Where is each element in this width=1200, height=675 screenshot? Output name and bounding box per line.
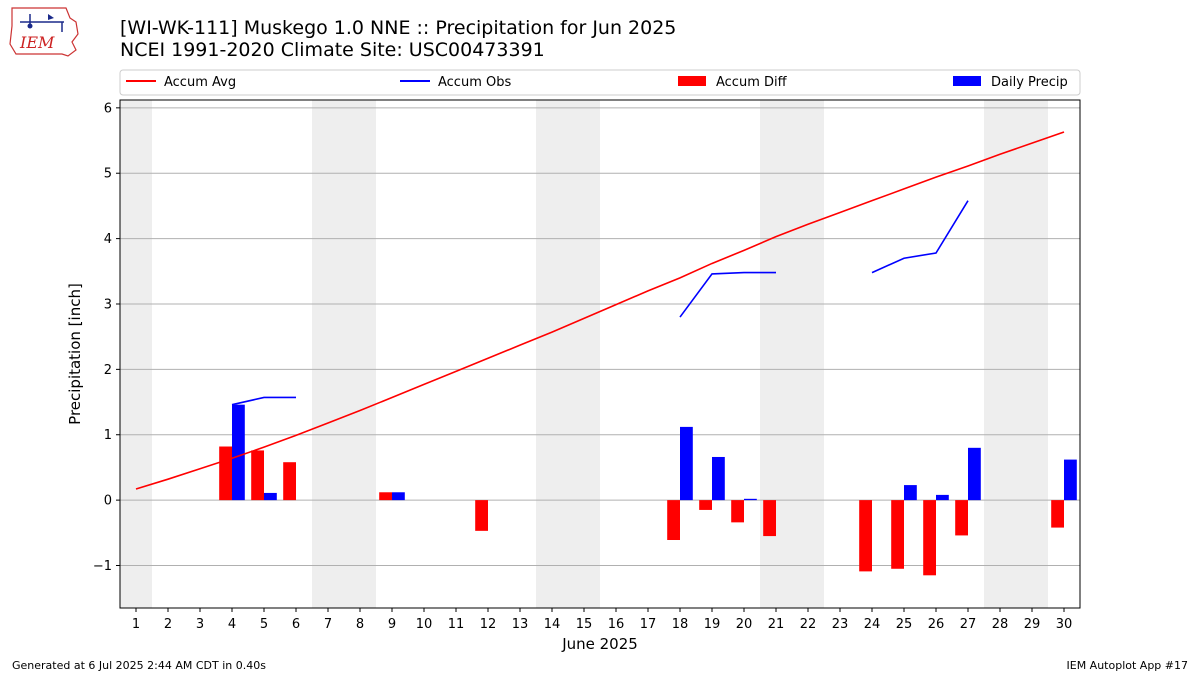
x-tick-label: 15 xyxy=(576,617,593,632)
iem-logo: IEM xyxy=(9,7,79,57)
generated-footer: Generated at 6 Jul 2025 2:44 AM CDT in 0… xyxy=(12,659,266,672)
y-tick-label: 4 xyxy=(104,232,112,247)
x-tick-label: 5 xyxy=(260,617,268,632)
y-axis-label: Precipitation [inch] xyxy=(66,283,84,425)
accum-diff-bar xyxy=(923,500,936,576)
accum-diff-bar xyxy=(667,500,680,541)
x-tick-label: 13 xyxy=(512,617,529,632)
y-tick-label: 2 xyxy=(104,363,112,378)
x-tick-label: 10 xyxy=(416,617,433,632)
daily-precip-bar xyxy=(744,498,757,501)
daily-precip-bar xyxy=(712,456,725,501)
y-tick-label: 6 xyxy=(104,101,112,116)
legend-label: Daily Precip xyxy=(991,75,1068,90)
daily-precip-bar xyxy=(1064,459,1077,501)
x-tick-label: 4 xyxy=(228,617,236,632)
daily-precip-bar xyxy=(968,447,981,501)
x-tick-label: 27 xyxy=(960,617,977,632)
weekend-band xyxy=(120,100,152,608)
svg-text:IEM: IEM xyxy=(19,33,55,52)
x-tick-label: 20 xyxy=(736,617,753,632)
legend: Accum Avg Accum Obs Accum Diff Daily Precip xyxy=(119,69,1081,96)
accum-obs-line xyxy=(871,200,969,274)
accum-diff-bar xyxy=(1051,500,1064,528)
legend-label: Accum Diff xyxy=(716,75,788,90)
x-tick-label: 14 xyxy=(544,617,561,632)
x-tick-label: 7 xyxy=(324,617,332,632)
x-tick-label: 8 xyxy=(356,617,364,632)
chart-title-line-2: NCEI 1991-2020 Climate Site: USC00473391 xyxy=(120,39,545,61)
accum-diff-bar xyxy=(699,500,712,510)
x-tick-label: 18 xyxy=(672,617,689,632)
accum-diff-bar xyxy=(283,462,296,501)
x-tick-label: 29 xyxy=(1024,617,1041,632)
legend-label: Accum Avg xyxy=(164,75,236,90)
accum-obs-line xyxy=(679,271,776,318)
x-tick-label: 2 xyxy=(164,617,172,632)
accum-obs-line xyxy=(231,396,296,406)
accum-diff-bar xyxy=(859,500,872,572)
legend-swatch-bar xyxy=(953,76,981,86)
x-tick-label: 30 xyxy=(1056,617,1073,632)
x-tick-label: 28 xyxy=(992,617,1009,632)
daily-precip-bar xyxy=(680,426,693,501)
legend-box xyxy=(119,69,1081,96)
x-tick-label: 23 xyxy=(832,617,849,632)
x-tick-label: 11 xyxy=(448,617,465,632)
accum-diff-bar xyxy=(763,500,776,537)
legend-swatch-bar xyxy=(678,76,706,86)
accum-diff-bar xyxy=(475,500,488,531)
x-tick-label: 1 xyxy=(132,617,140,632)
x-axis-label: June 2025 xyxy=(561,635,638,653)
daily-precip-bar xyxy=(904,485,917,501)
y-tick-label: 3 xyxy=(104,297,112,312)
x-tick-label: 6 xyxy=(292,617,300,632)
y-tick-label: 5 xyxy=(104,167,112,182)
weekend-band xyxy=(984,100,1048,608)
accum-diff-bar xyxy=(251,450,264,501)
weekend-band xyxy=(536,100,600,608)
x-tick-label: 24 xyxy=(864,617,881,632)
x-tick-label: 22 xyxy=(800,617,817,632)
x-tick-label: 3 xyxy=(196,617,204,632)
daily-precip-bar xyxy=(264,492,277,501)
x-tick-label: 25 xyxy=(896,617,913,632)
y-tick-label: 1 xyxy=(104,428,112,443)
chart-title-line-1: [WI-WK-111] Muskego 1.0 NNE :: Precipita… xyxy=(120,17,677,39)
x-tick-label: 19 xyxy=(704,617,721,632)
accum-diff-bar xyxy=(891,500,904,569)
accum-diff-bar xyxy=(731,500,744,523)
daily-precip-bar xyxy=(392,492,405,501)
plot-frame xyxy=(119,99,1081,609)
x-tick-label: 9 xyxy=(388,617,396,632)
x-tick-label: 12 xyxy=(480,617,497,632)
x-tick-label: 26 xyxy=(928,617,945,632)
app-footer: IEM Autoplot App #17 xyxy=(1066,659,1189,672)
x-tick-label: 17 xyxy=(640,617,657,632)
y-tick-label: −1 xyxy=(93,559,112,574)
weekend-band xyxy=(312,100,376,608)
accum-diff-bar xyxy=(379,492,392,501)
y-tick-label: 0 xyxy=(104,494,112,509)
daily-precip-bar xyxy=(936,494,949,501)
daily-precip-bar xyxy=(232,404,245,501)
accum-diff-bar xyxy=(219,446,232,501)
x-tick-label: 21 xyxy=(768,617,785,632)
accum-avg-line xyxy=(135,131,1065,490)
x-tick-label: 16 xyxy=(608,617,625,632)
accum-diff-bar xyxy=(955,500,968,536)
legend-label: Accum Obs xyxy=(438,75,511,90)
